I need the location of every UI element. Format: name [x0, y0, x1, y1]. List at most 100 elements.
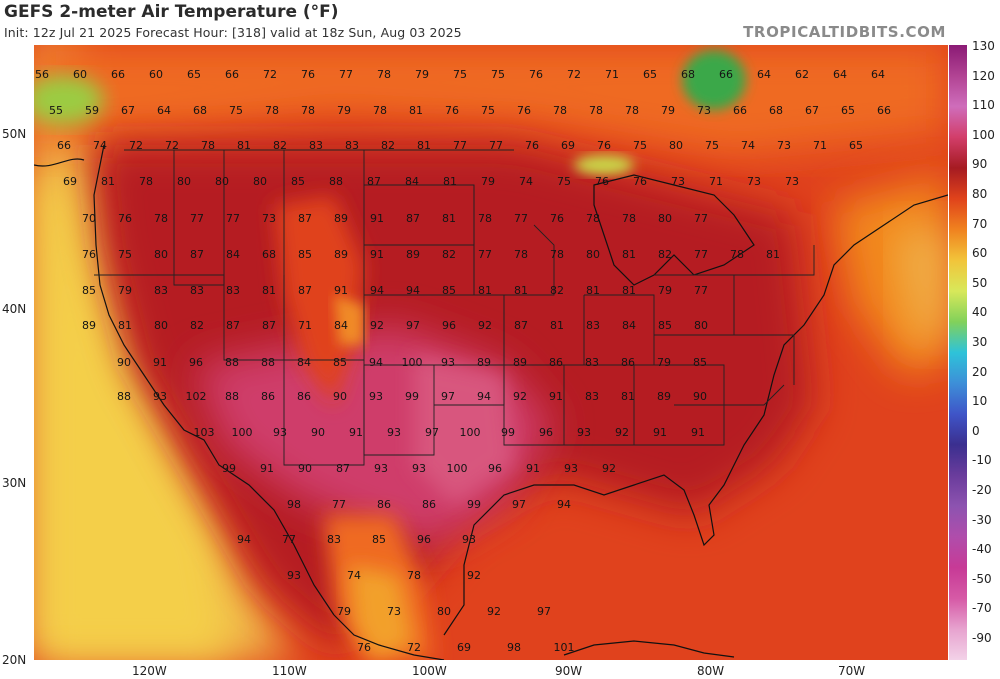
temperature-value: 76: [525, 139, 539, 152]
colorbar-tick-label: -40: [972, 542, 992, 557]
temperature-value: 80: [586, 248, 600, 261]
colorbar-tick-label: 60: [972, 246, 988, 261]
temperature-value: 91: [549, 390, 563, 403]
temperature-value: 92: [370, 319, 384, 332]
temperature-value: 91: [260, 462, 274, 475]
temperature-value: 88: [261, 356, 275, 369]
temperature-value: 98: [507, 641, 521, 654]
colorbar-tick-label: 120: [972, 68, 995, 83]
temperature-value: 79: [337, 605, 351, 618]
temperature-value: 99: [222, 462, 236, 475]
temperature-value: 81: [262, 284, 276, 297]
temperature-value: 99: [467, 498, 481, 511]
temperature-value: 65: [841, 104, 855, 117]
temperature-value: 76: [597, 139, 611, 152]
colorbar-tick-label: 70: [972, 216, 988, 231]
temperature-value: 78: [201, 139, 215, 152]
temperature-value: 81: [621, 390, 635, 403]
temperature-value: 93: [564, 462, 578, 475]
temperature-value: 78: [478, 212, 492, 225]
colorbar-tick-label: 100: [972, 127, 995, 142]
temperature-value: 82: [658, 248, 672, 261]
temperature-value: 88: [225, 390, 239, 403]
temperature-value: 76: [301, 68, 315, 81]
temperature-value: 90: [298, 462, 312, 475]
temperature-value: 78: [622, 212, 636, 225]
colorbar-tick-label: 80: [972, 187, 988, 201]
temperature-value: 69: [561, 139, 575, 152]
colorbar-tick-label: -10: [972, 453, 992, 468]
colorbar-tick-label: 0: [972, 423, 980, 438]
colorbar-tick-label: 30: [972, 335, 988, 349]
colorbar-tick-label: -30: [972, 512, 992, 527]
temperature-value: 69: [457, 641, 471, 654]
temperature-value: 77: [694, 284, 708, 297]
temperature-value: 81: [409, 104, 423, 117]
temperature-value: 81: [622, 284, 636, 297]
temperature-value: 68: [193, 104, 207, 117]
temperature-value: 74: [519, 175, 533, 188]
temperature-value: 78: [514, 248, 528, 261]
temperature-value: 59: [85, 104, 99, 117]
temperature-value: 78: [377, 68, 391, 81]
temperature-value: 75: [633, 139, 647, 152]
temperature-value: 64: [871, 68, 885, 81]
temperature-value: 83: [190, 284, 204, 297]
temperature-value: 89: [82, 319, 96, 332]
temperature-value: 62: [795, 68, 809, 81]
temperature-value: 65: [187, 68, 201, 81]
temperature-value: 78: [373, 104, 387, 117]
temperature-value: 79: [661, 104, 675, 117]
temperature-value: 89: [513, 356, 527, 369]
state-borders: [94, 149, 815, 466]
lon-label-90w: 90W: [555, 664, 583, 678]
temperature-value: 102: [186, 390, 207, 403]
temperature-value: 73: [747, 175, 761, 188]
temperature-value: 87: [262, 319, 276, 332]
temperature-value: 96: [539, 426, 553, 439]
temperature-value: 96: [417, 533, 431, 546]
temperature-value: 83: [226, 284, 240, 297]
temperature-value: 86: [261, 390, 275, 403]
temperature-value: 100: [460, 426, 481, 439]
colorbar-tick-label: -70: [972, 601, 992, 616]
temperature-value: 85: [82, 284, 96, 297]
temperature-values: 56 60 66 60 65 66 72 76 77 78 79 75 75 76 72 71 65 68 66 64…: [35, 68, 891, 654]
colorbar-tick-label: 110: [972, 98, 995, 113]
temperature-value: 97: [406, 319, 420, 332]
temperature-value: 92: [513, 390, 527, 403]
temperature-value: 79: [657, 356, 671, 369]
colorbar-tick-label: -50: [972, 571, 992, 586]
lon-label-100w: 100W: [412, 664, 447, 678]
temperature-value: 71: [813, 139, 827, 152]
temperature-value: 85: [442, 284, 456, 297]
temperature-value: 74: [93, 139, 107, 152]
site-brand[interactable]: TROPICALTIDBITS.COM: [743, 23, 946, 41]
temperature-value: 77: [282, 533, 296, 546]
temperature-value: 77: [694, 212, 708, 225]
temperature-value: 97: [512, 498, 526, 511]
temperature-value: 80: [437, 605, 451, 618]
temperature-value: 93: [287, 569, 301, 582]
temperature-value: 93: [387, 426, 401, 439]
temperature-value: 66: [733, 104, 747, 117]
temperature-value: 100: [402, 356, 423, 369]
temperature-value: 81: [118, 319, 132, 332]
temperature-value: 72: [567, 68, 581, 81]
temperature-value: 66: [111, 68, 125, 81]
temperature-value: 103: [194, 426, 215, 439]
temperature-value: 93: [374, 462, 388, 475]
temperature-value: 90: [333, 390, 347, 403]
lat-label-40n: 40N: [2, 302, 27, 316]
temperature-value: 81: [550, 319, 564, 332]
colorbar-tick-label: 10: [972, 394, 988, 409]
temperature-value: 83: [154, 284, 168, 297]
temperature-value: 83: [585, 390, 599, 403]
temperature-value: 91: [653, 426, 667, 439]
temperature-value: 73: [785, 175, 799, 188]
temperature-value: 73: [671, 175, 685, 188]
colorbar-tick-label: 40: [972, 305, 988, 320]
temperature-value: 84: [405, 175, 419, 188]
temperature-value: 82: [381, 139, 395, 152]
temperature-value: 80: [215, 175, 229, 188]
